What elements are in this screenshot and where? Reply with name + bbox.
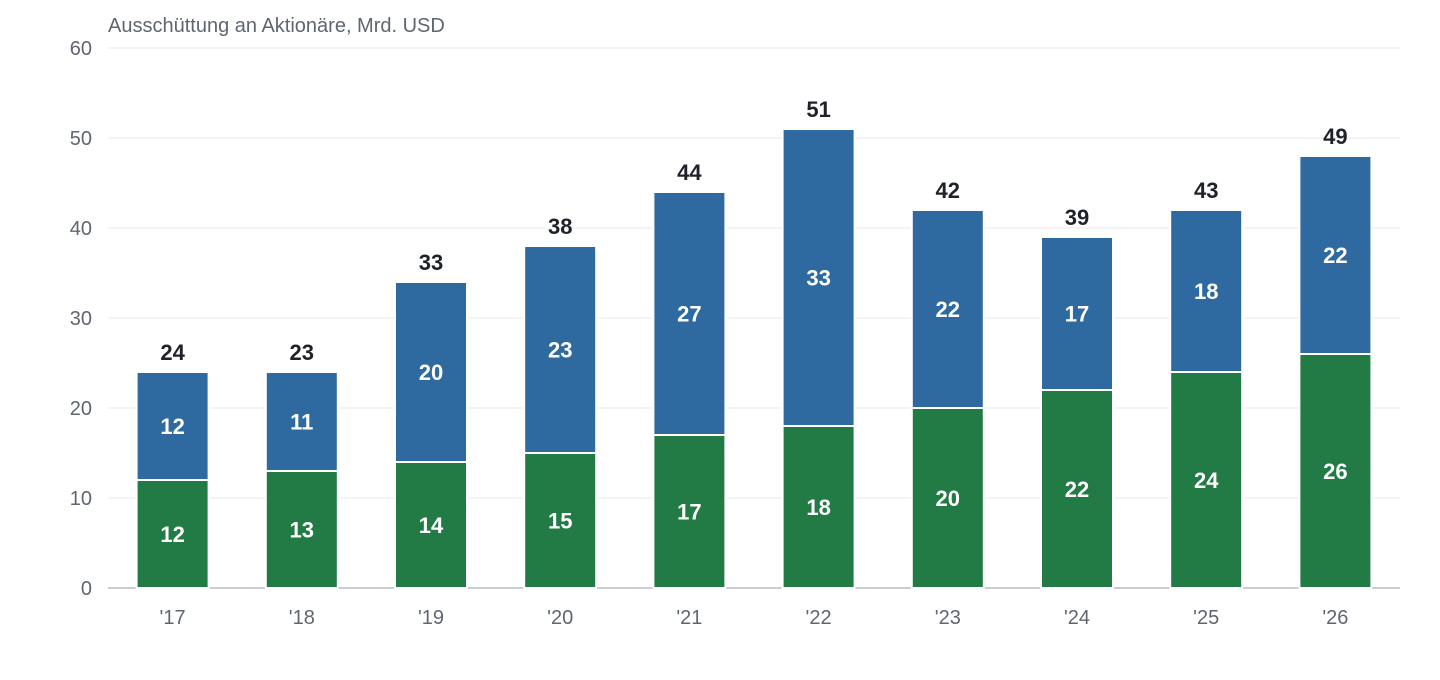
bar-segment-label: 13 [290,518,314,543]
bar-total-label: 44 [677,160,702,185]
bar-segment-upper [264,371,339,472]
chart-title: Ausschüttung an Aktionäre, Mrd. USD [108,15,445,37]
y-tick-label: 10 [70,488,92,510]
bar-segment-lower [1169,371,1244,589]
labels: 12 12 24 '17 13 11 23 '18 14 20 33 '19 15 23 38 '20 17 27… [160,97,1349,629]
x-tick-label: '18 [289,607,315,629]
x-tick-label: '23 [935,607,961,629]
bar-total-label: 24 [160,340,185,365]
y-tick-label: 20 [70,398,92,420]
x-tick-label: '19 [418,607,444,629]
x-tick-label: '26 [1322,607,1348,629]
y-tick-label: 50 [70,128,92,150]
bar-segment-lower [523,452,598,589]
y-tick-label: 30 [70,308,92,330]
bar-segment-label: 17 [1065,302,1089,327]
bar-segment-upper [652,191,727,436]
bar-segment-label: 33 [806,266,830,291]
bar-segment-upper [1169,209,1244,373]
bar-segment-label: 26 [1323,459,1347,484]
x-tick-label: '24 [1064,607,1090,629]
bar-segment-lower [910,407,985,589]
bar-total-label: 42 [936,178,960,203]
bar-segment-label: 12 [160,414,184,439]
bar-segment-label: 11 [290,410,313,435]
bar-segment-upper [135,371,210,481]
bar-segment-label: 15 [548,509,572,534]
bar-segment-lower [394,461,468,589]
bar-segment-lower [652,434,727,589]
bar-total-label: 23 [290,340,314,365]
bar-total-label: 49 [1323,124,1347,149]
bars [135,128,1373,589]
y-tick-label: 40 [70,218,92,240]
bar-segment-lower [135,479,210,589]
bar-total-label: 43 [1194,178,1218,203]
bar-segment-label: 12 [160,522,184,547]
bar-segment-label: 18 [1194,279,1218,304]
bar-segment-lower [1298,353,1373,589]
bar-total-label: 33 [419,250,443,275]
bar-segment-label: 17 [677,500,701,525]
x-tick-label: '17 [160,607,186,629]
bar-total-label: 51 [806,97,830,122]
bar-segment-label: 27 [677,302,701,327]
x-tick-label: '20 [547,607,573,629]
x-tick-label: '25 [1193,607,1219,629]
bar-segment-label: 14 [419,513,444,538]
bar-segment-upper [394,281,468,463]
bar-segment-upper [1040,236,1114,391]
bar-segment-upper [781,128,856,427]
bar-segment-label: 22 [936,297,960,322]
bar-segment-label: 22 [1065,477,1089,502]
x-tick-label: '21 [676,607,702,629]
bar-segment-label: 22 [1323,243,1347,268]
bar-segment-label: 18 [806,495,830,520]
bar-segment-label: 20 [936,486,960,511]
bar-total-label: 38 [548,214,572,239]
y-tick-label: 0 [81,578,92,600]
bar-segment-lower [264,470,339,589]
bar-segment-upper [1298,155,1373,355]
bar-segment-lower [1040,389,1114,589]
bar-total-label: 39 [1065,205,1089,230]
bar-segment-lower [781,425,856,589]
bar-segment-label: 20 [419,360,443,385]
bar-segment-upper [523,245,598,454]
bar-segment-upper [910,209,985,409]
bar-segment-label: 23 [548,338,572,363]
x-tick-label: '22 [806,607,832,629]
bar-segment-label: 24 [1194,468,1219,493]
y-tick-label: 60 [70,38,92,60]
